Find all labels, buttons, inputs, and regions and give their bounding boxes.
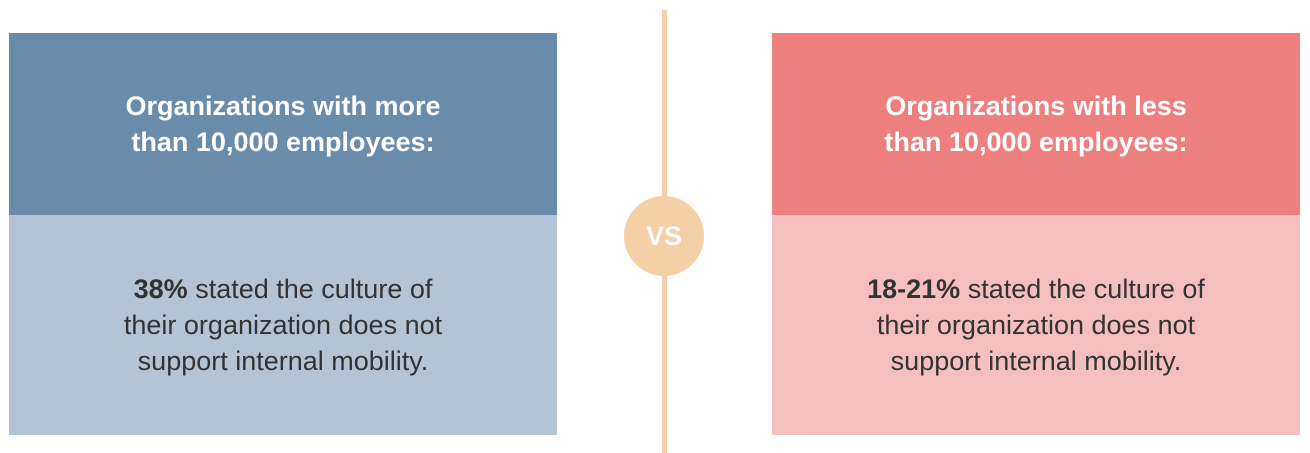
statement-line: 38% stated the culture of bbox=[134, 271, 433, 307]
stat: 38% bbox=[133, 274, 188, 304]
statement-line: support internal mobility. bbox=[891, 343, 1182, 379]
statement-line: 18-21% stated the culture of bbox=[867, 271, 1205, 307]
panel-header: Organizations with less than 10,000 emplo… bbox=[772, 33, 1300, 215]
statement-line: support internal mobility. bbox=[138, 343, 429, 379]
statement-text: their organization does not bbox=[123, 310, 443, 340]
panel-body: 38% stated the culture of their organizat… bbox=[9, 215, 557, 435]
panel-title-line: Organizations with more bbox=[125, 91, 441, 121]
stat: 18-21% bbox=[867, 274, 961, 304]
statement-line: their organization does not bbox=[124, 307, 442, 343]
statement-text: support internal mobility. bbox=[890, 346, 1182, 376]
panel-title-line: than 10,000 employees: bbox=[131, 127, 435, 157]
panel: Organizations with more than 10,000 emplo… bbox=[9, 33, 557, 435]
statement-text: stated the culture of bbox=[195, 274, 433, 304]
panel-header: Organizations with more than 10,000 emplo… bbox=[9, 33, 557, 215]
statement-text: their organization does not bbox=[876, 310, 1196, 340]
vs-badge: VS bbox=[624, 196, 704, 276]
statement-text: support internal mobility. bbox=[137, 346, 429, 376]
panel: Organizations with less than 10,000 emplo… bbox=[772, 33, 1300, 435]
panel-title-line: Organizations with less bbox=[885, 91, 1187, 121]
statement-text: stated the culture of bbox=[967, 274, 1205, 304]
panel-title-line: than 10,000 employees: bbox=[884, 127, 1188, 157]
statement-line: their organization does not bbox=[877, 307, 1195, 343]
panel-body: 18-21% stated the culture of their organi… bbox=[772, 215, 1300, 435]
